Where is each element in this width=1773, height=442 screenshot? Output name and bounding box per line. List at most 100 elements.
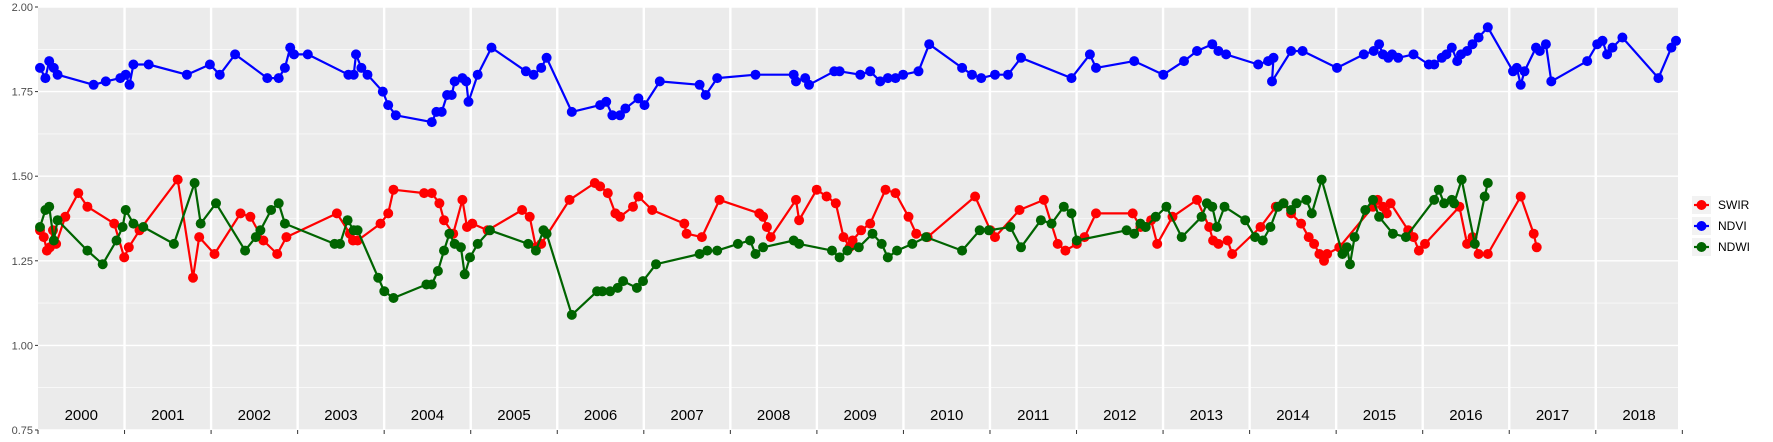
- data-point-ndvi: [1179, 56, 1189, 67]
- data-point-ndvi: [639, 100, 650, 111]
- data-point-ndwi: [1071, 235, 1082, 246]
- data-point-ndwi: [342, 215, 353, 226]
- series-ndvi: [35, 22, 1681, 128]
- data-point-ndvi: [957, 62, 968, 73]
- data-point-swir: [73, 188, 84, 199]
- data-point-ndvi: [362, 69, 373, 80]
- data-point-ndwi: [745, 235, 756, 246]
- data-point-ndvi: [1582, 56, 1593, 67]
- data-point-ndvi: [601, 96, 612, 107]
- data-point-ndvi: [750, 69, 761, 80]
- data-point-ndvi: [1462, 46, 1473, 56]
- data-point-ndwi: [1176, 232, 1187, 243]
- data-point-swir: [60, 211, 71, 222]
- data-point-ndvi: [1441, 49, 1452, 60]
- data-point-ndvi: [1332, 62, 1342, 73]
- data-point-ndwi: [1016, 242, 1026, 253]
- data-point-ndvi: [1446, 42, 1457, 53]
- data-point-ndwi: [597, 286, 608, 297]
- data-point-ndvi: [633, 93, 644, 104]
- data-point-ndwi: [138, 222, 149, 232]
- data-point-swir: [1014, 205, 1025, 215]
- data-point-ndwi: [974, 225, 985, 236]
- x-axis: [37, 430, 1683, 434]
- data-point-ndwi: [1360, 205, 1371, 215]
- data-point-ndwi: [638, 276, 648, 287]
- data-point-ndwi: [834, 252, 845, 263]
- data-point-swir: [524, 211, 535, 222]
- data-point-swir: [765, 232, 776, 243]
- legend-label: SWIR: [1718, 198, 1750, 212]
- data-point-ndwi: [117, 222, 128, 232]
- data-point-ndvi: [356, 62, 367, 73]
- data-point-swir: [865, 218, 876, 229]
- data-point-ndvi: [52, 69, 63, 80]
- year-label: 2011: [1017, 407, 1049, 424]
- data-point-ndwi: [1257, 235, 1268, 246]
- legend-item-swir: SWIR: [1692, 196, 1750, 214]
- data-point-ndvi: [128, 59, 139, 70]
- data-point-ndwi: [455, 242, 466, 253]
- data-point-ndvi: [566, 106, 577, 117]
- data-point-ndvi: [1482, 22, 1493, 33]
- data-point-swir: [794, 215, 805, 226]
- data-point-ndwi: [1046, 218, 1057, 229]
- data-point-ndvi: [1671, 35, 1681, 46]
- data-point-swir: [281, 232, 292, 243]
- data-point-ndwi: [439, 245, 449, 256]
- data-point-ndwi: [907, 238, 918, 249]
- data-point-ndwi: [379, 286, 390, 297]
- data-point-ndwi: [432, 266, 443, 276]
- data-point-swir: [1213, 238, 1224, 249]
- data-point-ndwi: [876, 238, 887, 249]
- data-point-ndvi: [712, 73, 723, 84]
- data-point-ndvi: [461, 76, 472, 87]
- year-label: 2004: [411, 407, 444, 424]
- data-point-swir: [791, 194, 801, 205]
- data-point-swir: [439, 215, 449, 226]
- data-point-swir: [761, 222, 772, 232]
- data-point-ndvi: [1540, 39, 1551, 50]
- year-label: 2016: [1449, 407, 1482, 424]
- data-point-swir: [1413, 245, 1424, 256]
- data-point-swir: [1296, 218, 1307, 229]
- data-point-ndwi: [111, 235, 122, 246]
- data-point-ndwi: [128, 218, 139, 229]
- year-label: 2013: [1190, 407, 1223, 424]
- data-point-ndwi: [255, 225, 266, 236]
- data-point-ndwi: [530, 245, 541, 256]
- data-point-ndvi: [1297, 46, 1308, 56]
- data-point-ndwi: [1291, 198, 1302, 209]
- data-point-ndvi: [143, 59, 154, 70]
- data-point-swir: [1038, 194, 1049, 205]
- data-point-ndvi: [1016, 52, 1026, 63]
- data-point-ndvi: [120, 69, 131, 80]
- data-point-swir: [123, 242, 134, 253]
- year-label: 2012: [1103, 407, 1136, 424]
- data-point-swir: [890, 188, 901, 199]
- data-point-ndvi: [541, 52, 552, 63]
- data-point-ndvi: [486, 42, 497, 53]
- data-point-swir: [830, 198, 841, 209]
- data-point-ndvi: [1286, 46, 1297, 56]
- data-point-ndwi: [273, 198, 284, 209]
- year-label: 2005: [497, 407, 530, 424]
- data-point-ndvi: [855, 69, 866, 80]
- data-point-ndvi: [35, 62, 45, 73]
- year-label: 2002: [238, 407, 271, 424]
- data-point-swir: [1482, 249, 1493, 259]
- data-point-ndvi: [1129, 56, 1140, 67]
- data-point-ndvi: [1597, 35, 1608, 46]
- data-point-swir: [1204, 222, 1215, 232]
- data-point-ndwi: [484, 225, 495, 236]
- data-point-ndwi: [758, 242, 769, 253]
- data-point-ndvi: [40, 73, 51, 84]
- data-point-ndwi: [732, 238, 743, 249]
- data-point-ndvi: [967, 69, 977, 80]
- data-point-ndwi: [1219, 201, 1230, 212]
- data-point-ndwi: [1278, 198, 1289, 209]
- data-point-ndvi: [1607, 42, 1618, 53]
- data-point-ndvi: [1515, 79, 1526, 90]
- data-point-swir: [856, 225, 867, 236]
